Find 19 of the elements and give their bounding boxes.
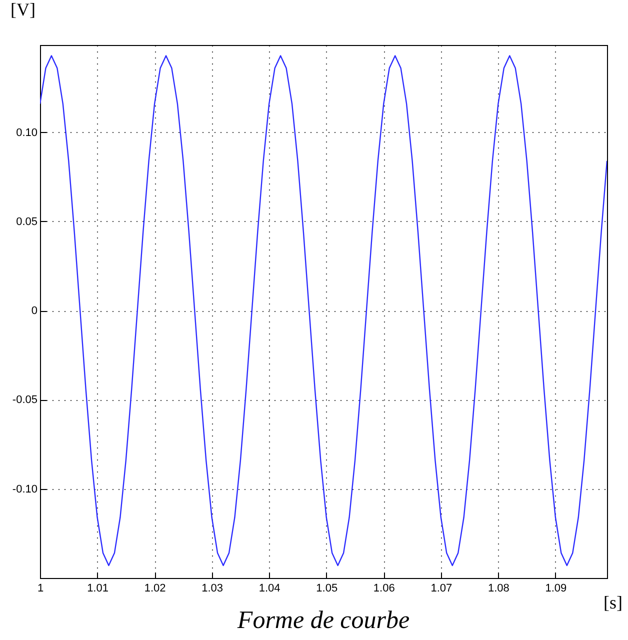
- x-tick-label: 1.02: [144, 582, 166, 594]
- y-tick-label: 0.10: [16, 126, 38, 139]
- x-tick-label: 1.03: [202, 582, 224, 594]
- y-axis-title: [V]: [10, 0, 36, 20]
- x-tick-label: 1.04: [258, 582, 280, 594]
- line-series: [40, 55, 607, 566]
- x-tick-label: 1.09: [545, 582, 567, 594]
- y-tick-label: 0: [31, 305, 38, 318]
- text: Forme de courbe: [236, 607, 410, 634]
- x-axis-title: [s]: [604, 592, 622, 612]
- x-tick-label: 1.05: [316, 582, 338, 594]
- x-tick-label: 1.01: [87, 582, 108, 594]
- y-tick-label: -0.05: [12, 394, 38, 406]
- x-tick-label: 1.06: [373, 582, 395, 594]
- y-tick-label: -0.10: [12, 483, 38, 496]
- x-tick-label: 1: [37, 582, 44, 594]
- x-tick-label: 1.08: [488, 582, 510, 594]
- y-tick-label: 0.05: [16, 216, 38, 228]
- x-tick-label: 1.07: [430, 582, 452, 594]
